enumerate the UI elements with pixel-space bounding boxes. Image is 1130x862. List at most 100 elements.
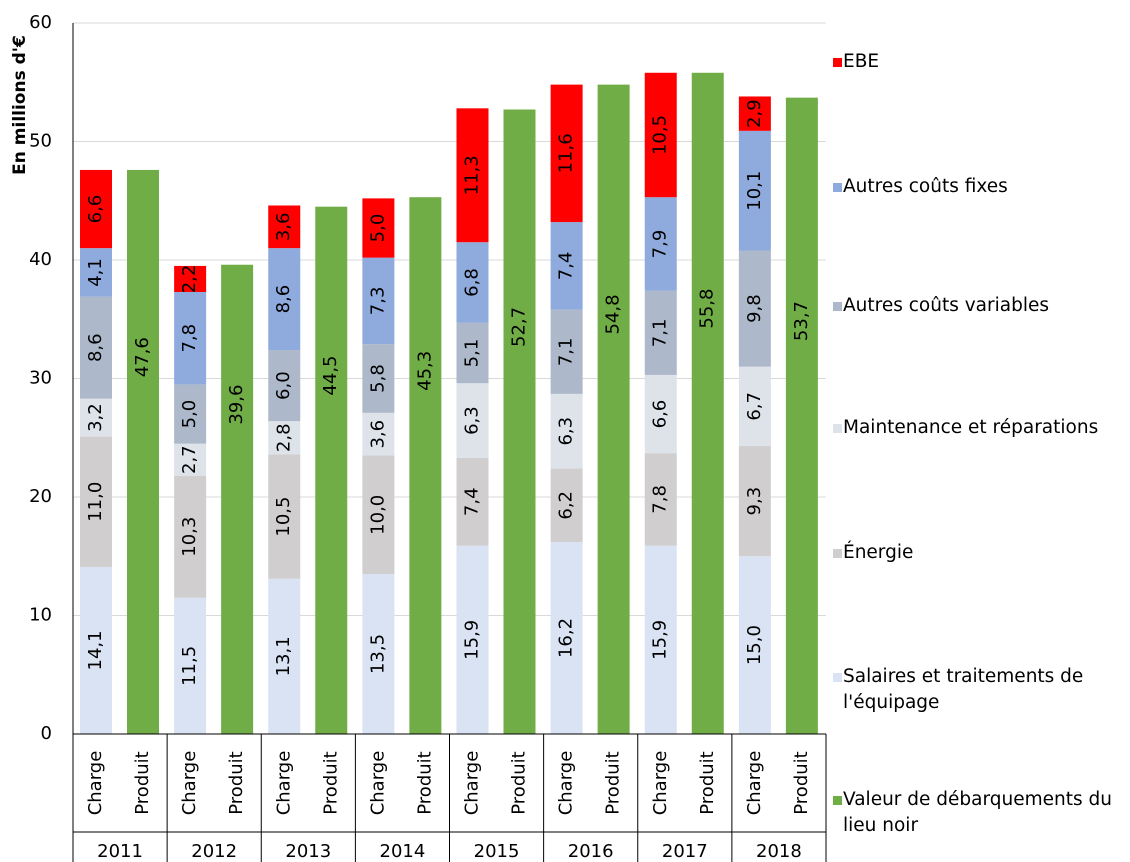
value-label: 14,1 bbox=[85, 630, 106, 670]
value-label: 54,8 bbox=[603, 294, 624, 334]
value-label: 10,0 bbox=[367, 495, 388, 535]
value-label: 6,2 bbox=[556, 491, 577, 520]
x-tick-label: Charge bbox=[744, 751, 765, 816]
bar-segment bbox=[644, 374, 677, 454]
value-label: 2,2 bbox=[179, 265, 200, 294]
x-tick-label: Charge bbox=[273, 751, 294, 816]
value-label: 53,7 bbox=[791, 301, 812, 341]
value-label: 11,3 bbox=[462, 155, 483, 195]
value-label: 5,1 bbox=[462, 339, 483, 368]
value-label: 7,1 bbox=[650, 319, 671, 348]
bar-segment bbox=[691, 72, 724, 734]
x-tick-label: Charge bbox=[556, 751, 577, 816]
value-label: 10,5 bbox=[650, 115, 671, 155]
bar-segment bbox=[738, 366, 771, 447]
value-label: 6,8 bbox=[462, 268, 483, 297]
legend-swatch bbox=[833, 673, 842, 682]
legend-swatch bbox=[833, 302, 842, 311]
bar-segment bbox=[550, 468, 583, 543]
bar-segment bbox=[456, 108, 489, 243]
x-tick-label: Produit bbox=[697, 751, 718, 814]
value-label: 8,6 bbox=[273, 285, 294, 314]
value-label: 10,3 bbox=[179, 517, 200, 557]
bar-segment bbox=[738, 556, 771, 734]
value-label: 5,0 bbox=[179, 400, 200, 429]
bar-segment bbox=[503, 109, 536, 734]
group-label: 2013 bbox=[285, 841, 331, 862]
bar-segment bbox=[80, 398, 112, 437]
group-label: 2015 bbox=[474, 841, 520, 862]
bar-segment bbox=[80, 566, 112, 734]
bar-segment bbox=[268, 248, 301, 351]
bar-segment bbox=[738, 250, 771, 367]
group-label: 2011 bbox=[97, 841, 143, 862]
bar-segment bbox=[315, 206, 348, 735]
bar-segment bbox=[456, 383, 489, 458]
bar-segment bbox=[456, 545, 489, 734]
value-label: 7,4 bbox=[462, 487, 483, 516]
value-label: 7,4 bbox=[556, 252, 577, 281]
value-label: 52,7 bbox=[509, 307, 530, 347]
bar-segment bbox=[174, 291, 207, 385]
legend-swatch bbox=[833, 796, 842, 805]
bar-segment bbox=[362, 257, 395, 345]
value-label: 45,3 bbox=[414, 351, 435, 391]
bar-segment bbox=[738, 446, 771, 557]
bar-segment bbox=[362, 344, 395, 413]
bar-segment bbox=[80, 248, 112, 297]
group-label: 2017 bbox=[662, 841, 708, 862]
bar-segment bbox=[268, 205, 301, 249]
legend-label: Énergie bbox=[843, 542, 914, 563]
x-tick-label: Charge bbox=[462, 751, 483, 816]
bar-segment bbox=[456, 457, 489, 546]
y-tick-label: 60 bbox=[29, 12, 52, 33]
bar-segment bbox=[268, 578, 301, 734]
y-axis-label: En millions d'€ bbox=[10, 35, 30, 175]
bar-segment bbox=[550, 542, 583, 734]
value-label: 6,0 bbox=[273, 371, 294, 400]
bar-segment bbox=[644, 290, 677, 375]
value-label: 2,9 bbox=[744, 99, 765, 128]
legend-swatch bbox=[833, 549, 842, 558]
value-label: 7,8 bbox=[650, 485, 671, 514]
y-tick-label: 10 bbox=[29, 605, 52, 626]
value-label: 11,6 bbox=[556, 133, 577, 173]
value-label: 15,9 bbox=[650, 620, 671, 660]
bar-segment bbox=[644, 197, 677, 291]
x-tick-label: Charge bbox=[179, 751, 200, 816]
bar-segment bbox=[80, 169, 112, 249]
bar-segment bbox=[550, 393, 583, 469]
value-label: 15,0 bbox=[744, 625, 765, 665]
bar-segment bbox=[550, 309, 583, 394]
bar-segment bbox=[456, 242, 489, 323]
y-tick-label: 30 bbox=[29, 368, 52, 389]
value-label: 10,5 bbox=[273, 497, 294, 537]
bar-segment bbox=[174, 443, 207, 476]
bar-segment bbox=[550, 84, 583, 223]
value-label: 8,6 bbox=[85, 333, 106, 362]
legend-swatch bbox=[833, 183, 842, 192]
value-label: 7,8 bbox=[179, 324, 200, 353]
value-label: 4,1 bbox=[85, 258, 106, 287]
value-label: 3,6 bbox=[367, 420, 388, 449]
x-tick-label: Produit bbox=[603, 751, 624, 814]
bar-segment bbox=[221, 264, 254, 734]
bar-segment bbox=[174, 475, 207, 598]
legend-swatch bbox=[833, 424, 842, 433]
value-label: 5,8 bbox=[367, 364, 388, 393]
bar-segment bbox=[409, 197, 442, 734]
x-tick-label: Produit bbox=[320, 751, 341, 814]
value-label: 6,6 bbox=[650, 400, 671, 429]
bar-segment bbox=[127, 169, 159, 734]
value-label: 13,5 bbox=[367, 634, 388, 674]
x-tick-label: Produit bbox=[414, 751, 435, 814]
value-label: 9,3 bbox=[744, 487, 765, 516]
x-tick-label: Produit bbox=[509, 751, 530, 814]
bar-segment bbox=[174, 384, 207, 444]
group-label: 2018 bbox=[756, 841, 802, 862]
value-label: 6,6 bbox=[85, 195, 106, 224]
y-tick-label: 50 bbox=[29, 131, 52, 152]
bar-segment bbox=[644, 545, 677, 734]
value-label: 11,0 bbox=[85, 482, 106, 522]
